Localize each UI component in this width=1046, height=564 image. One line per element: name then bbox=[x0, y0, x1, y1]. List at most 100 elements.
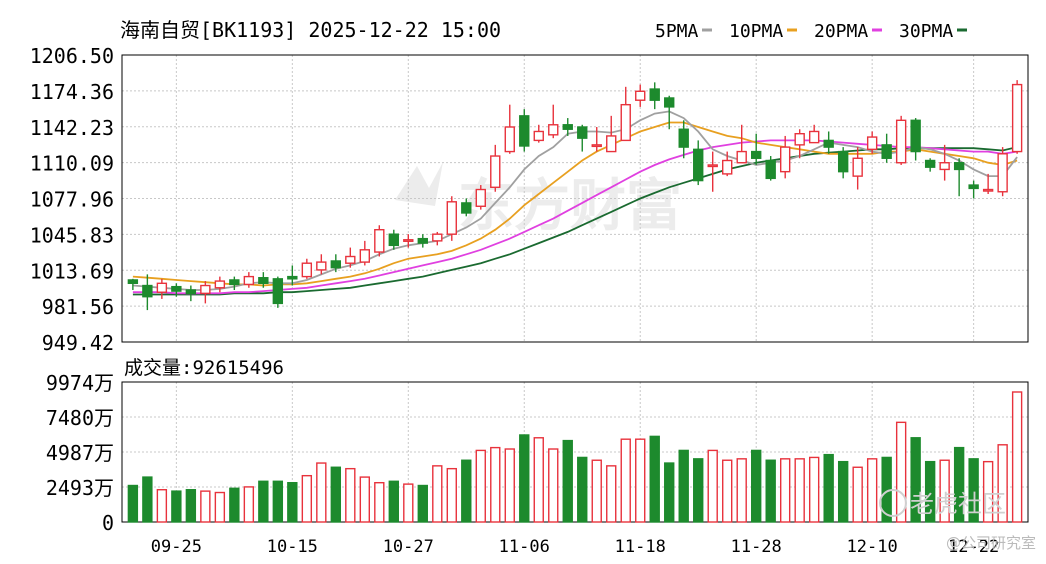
candle bbox=[316, 254, 327, 275]
volume-bar bbox=[982, 460, 994, 523]
volume-bar bbox=[794, 458, 805, 523]
candle-body bbox=[432, 233, 443, 242]
candle bbox=[620, 86, 631, 142]
candle bbox=[156, 278, 168, 299]
candle bbox=[649, 82, 660, 110]
candle-body bbox=[664, 97, 675, 108]
candle-body bbox=[403, 239, 414, 242]
date-tick-label: 10-27 bbox=[383, 537, 434, 557]
candle-body bbox=[997, 153, 1008, 193]
volume-bar bbox=[519, 434, 530, 523]
candle bbox=[693, 140, 704, 186]
volume-plot-border bbox=[121, 381, 1029, 523]
candle-body bbox=[939, 162, 950, 171]
volume-bar bbox=[664, 462, 675, 523]
volume-bar bbox=[359, 476, 371, 523]
candle-body bbox=[751, 150, 762, 159]
price-tick-label: 1013.69 bbox=[30, 259, 114, 283]
candle-body bbox=[577, 126, 588, 139]
candle-body bbox=[127, 279, 139, 285]
volume-bar bbox=[490, 446, 501, 523]
candle-body bbox=[345, 255, 356, 264]
volume-bar bbox=[751, 449, 762, 523]
candle bbox=[214, 276, 226, 293]
candle bbox=[533, 124, 544, 143]
candle bbox=[475, 185, 486, 210]
volume-bar bbox=[678, 449, 689, 523]
candle bbox=[504, 104, 515, 154]
volume-bar bbox=[374, 481, 385, 523]
candle bbox=[939, 144, 950, 181]
volume-bar bbox=[417, 484, 428, 523]
volume-bar bbox=[1011, 391, 1023, 523]
volume-tick-label: 9974万 bbox=[46, 371, 114, 395]
candle bbox=[866, 131, 878, 154]
volume-bar bbox=[765, 459, 776, 523]
date-tick-label: 09-25 bbox=[151, 537, 202, 557]
volume-bar bbox=[258, 480, 269, 523]
volume-bar bbox=[287, 481, 298, 523]
volume-bar bbox=[127, 484, 139, 523]
volume-bar bbox=[316, 462, 327, 523]
candle-body bbox=[910, 119, 921, 153]
candle bbox=[562, 118, 573, 136]
candle bbox=[924, 158, 936, 172]
date-tick-label: 11-28 bbox=[731, 537, 782, 557]
candle bbox=[837, 147, 849, 179]
volume-bar bbox=[577, 456, 588, 523]
candle bbox=[461, 198, 472, 217]
candle-body bbox=[548, 124, 559, 136]
volume-bar bbox=[620, 438, 631, 523]
volume-bar bbox=[171, 490, 182, 523]
volume-bar bbox=[953, 446, 965, 523]
candle-body bbox=[243, 275, 255, 286]
candle bbox=[736, 124, 747, 164]
volume-bar bbox=[924, 460, 936, 523]
candle-body bbox=[953, 162, 965, 171]
candle-body bbox=[185, 289, 197, 295]
volume-bar bbox=[142, 476, 153, 523]
candle bbox=[953, 158, 965, 197]
candle-body bbox=[417, 237, 428, 244]
candle-body bbox=[475, 188, 486, 207]
candle-body bbox=[765, 159, 776, 180]
candle-body bbox=[359, 249, 371, 263]
candle bbox=[330, 254, 342, 273]
candle-body bbox=[852, 157, 863, 177]
price-tick-label: 1206.50 bbox=[30, 44, 114, 68]
candle-body bbox=[823, 139, 834, 148]
candle bbox=[287, 265, 298, 286]
grid bbox=[122, 55, 1028, 522]
volume-bar bbox=[707, 449, 718, 523]
volume-bar bbox=[693, 458, 704, 523]
candle bbox=[359, 240, 371, 266]
candle-body bbox=[258, 277, 269, 285]
volume-bar bbox=[562, 439, 573, 523]
candle bbox=[678, 120, 689, 159]
candle bbox=[664, 95, 675, 130]
candle-body bbox=[156, 282, 168, 293]
volume-header: 成交量:92615496 bbox=[124, 357, 284, 379]
candle-body bbox=[736, 150, 747, 164]
candle bbox=[548, 104, 559, 139]
volume-bar bbox=[722, 459, 733, 523]
candle bbox=[301, 258, 313, 279]
candle-body bbox=[142, 284, 153, 298]
candle bbox=[895, 115, 907, 165]
candle bbox=[142, 274, 153, 311]
volume-bar bbox=[475, 449, 486, 523]
price-plot-border bbox=[121, 54, 1029, 343]
volume-bar bbox=[214, 491, 226, 523]
volume-bar bbox=[243, 486, 255, 523]
volume-bar bbox=[548, 448, 559, 523]
candle bbox=[258, 272, 269, 288]
volume-bar bbox=[330, 466, 342, 523]
candle-body bbox=[722, 159, 733, 175]
candle bbox=[1011, 80, 1023, 154]
volume-bar bbox=[403, 483, 414, 523]
volume-bar bbox=[997, 444, 1008, 523]
candle bbox=[982, 173, 994, 194]
candle-body bbox=[490, 155, 501, 188]
candle-body bbox=[693, 148, 704, 182]
